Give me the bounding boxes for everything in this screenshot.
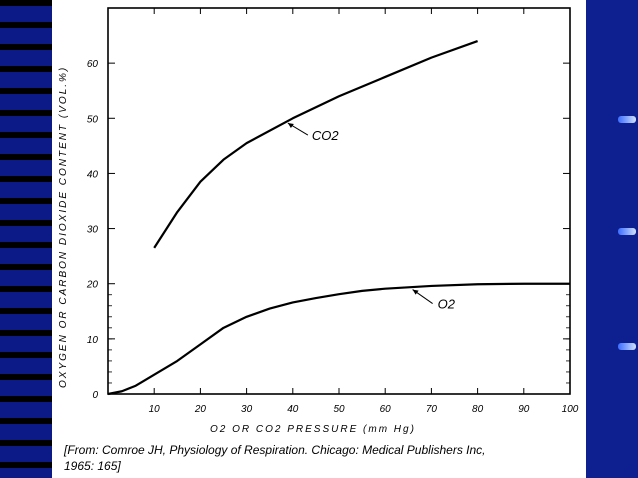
left-stripe-decoration xyxy=(0,0,52,478)
co2-label: CO2 xyxy=(312,128,340,143)
y-tick-label: 30 xyxy=(87,225,99,236)
series-group xyxy=(107,40,570,396)
y-axis-label: OXYGEN OR CARBON DIOXIDE CONTENT (VOL.%) xyxy=(58,66,69,388)
y-tick-label: 0 xyxy=(92,390,98,401)
o2-arrowhead xyxy=(412,289,419,295)
x-tick-label: 30 xyxy=(241,404,253,415)
y-tick-label: 10 xyxy=(87,335,99,346)
citation-line-2: 1965: 165] xyxy=(64,459,121,473)
y-tick-label: 20 xyxy=(86,280,99,291)
o2-label: O2 xyxy=(438,297,456,312)
x-tick-label: 100 xyxy=(562,404,579,415)
y-tick-label: 50 xyxy=(87,114,99,125)
x-tick-label: 70 xyxy=(426,404,438,415)
x-tick-label: 60 xyxy=(380,404,392,415)
series-o2-line xyxy=(107,282,570,396)
glint-decoration xyxy=(618,343,636,350)
dissociation-chart: 10 20 30 40 50 60 70 80 90 100 0 10 20 30 40 50 60 CO2 O2… xyxy=(58,7,579,435)
y-tick-label: 40 xyxy=(87,169,99,180)
x-tick-label: 80 xyxy=(472,404,484,415)
x-tick-label: 90 xyxy=(518,404,530,415)
chart-frame xyxy=(107,7,571,395)
series-co2-line xyxy=(153,40,478,249)
slide-content: 10 20 30 40 50 60 70 80 90 100 0 10 20 30 40 50 60 CO2 O2… xyxy=(52,0,586,478)
right-band-decoration xyxy=(586,0,638,478)
co2-arrowhead xyxy=(287,123,294,129)
x-tick-label: 10 xyxy=(149,404,161,415)
x-tick-label: 50 xyxy=(333,404,345,415)
x-axis-label: O2 OR CO2 PRESSURE (mm Hg) xyxy=(210,424,416,435)
glint-decoration xyxy=(618,228,636,235)
y-tick-label: 60 xyxy=(87,59,99,70)
glint-decoration xyxy=(618,116,636,123)
x-tick-label: 40 xyxy=(287,404,299,415)
citation-caption: [From: Comroe JH, Physiology of Respirat… xyxy=(64,442,584,474)
citation-line-1: [From: Comroe JH, Physiology of Respirat… xyxy=(64,443,486,457)
x-tick-label: 20 xyxy=(194,404,207,415)
axis-ticks: 10 20 30 40 50 60 70 80 90 100 0 10 20 30 40 50 60 xyxy=(86,8,579,415)
labels-group: CO2 O2 xyxy=(287,122,456,312)
plot-frame xyxy=(107,7,571,395)
